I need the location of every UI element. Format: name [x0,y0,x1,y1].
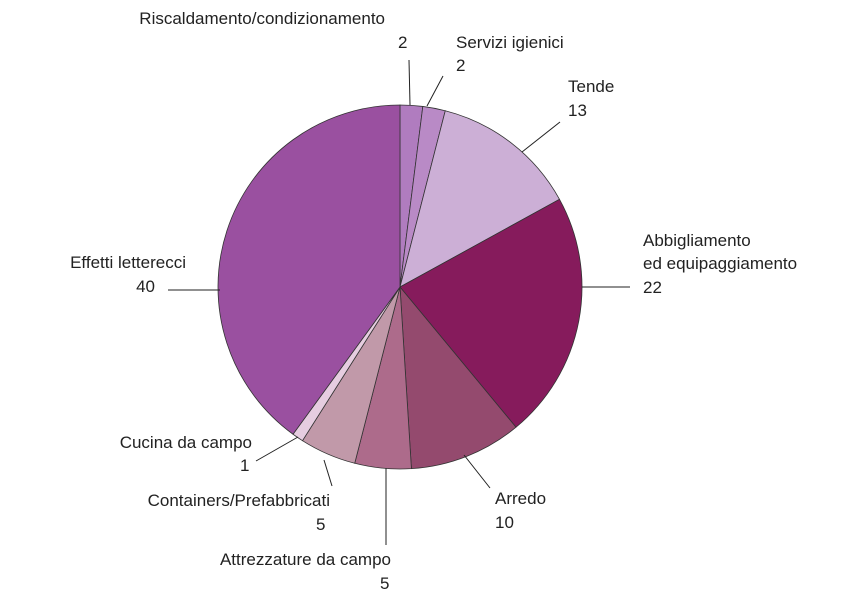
leader-line [323,459,333,487]
slice-value: 10 [495,513,514,532]
slice-value: 1 [240,456,249,475]
slice-value: 5 [316,515,325,534]
pie-slice [399,110,561,288]
leader-line [255,436,299,462]
slice-label: Attrezzature da campo [220,550,391,569]
slice-value: 2 [398,33,407,52]
slice-value: 13 [568,101,587,120]
leader-line [521,121,561,153]
pie-slice [399,198,583,428]
pie-slice [217,104,401,435]
slice-label: Riscaldamento/condizionamento [139,9,385,28]
slice-label: Abbigliamento ed equipaggiamento [643,231,797,273]
slice-label: Servizi igienici [456,33,564,52]
leader-line [463,454,491,489]
slice-value: 40 [136,277,155,296]
slice-label: Effetti letterecci [70,253,186,272]
slice-label: Cucina da campo [120,433,252,452]
slice-value: 22 [643,278,662,297]
slice-value: 5 [380,574,389,593]
leader-line [408,59,411,106]
slice-label: Arredo [495,489,546,508]
slice-label: Containers/Prefabbricati [148,491,330,510]
slice-label: Tende [568,77,614,96]
leader-line [426,75,444,107]
pie-slice [399,285,517,470]
slice-value: 2 [456,56,465,75]
